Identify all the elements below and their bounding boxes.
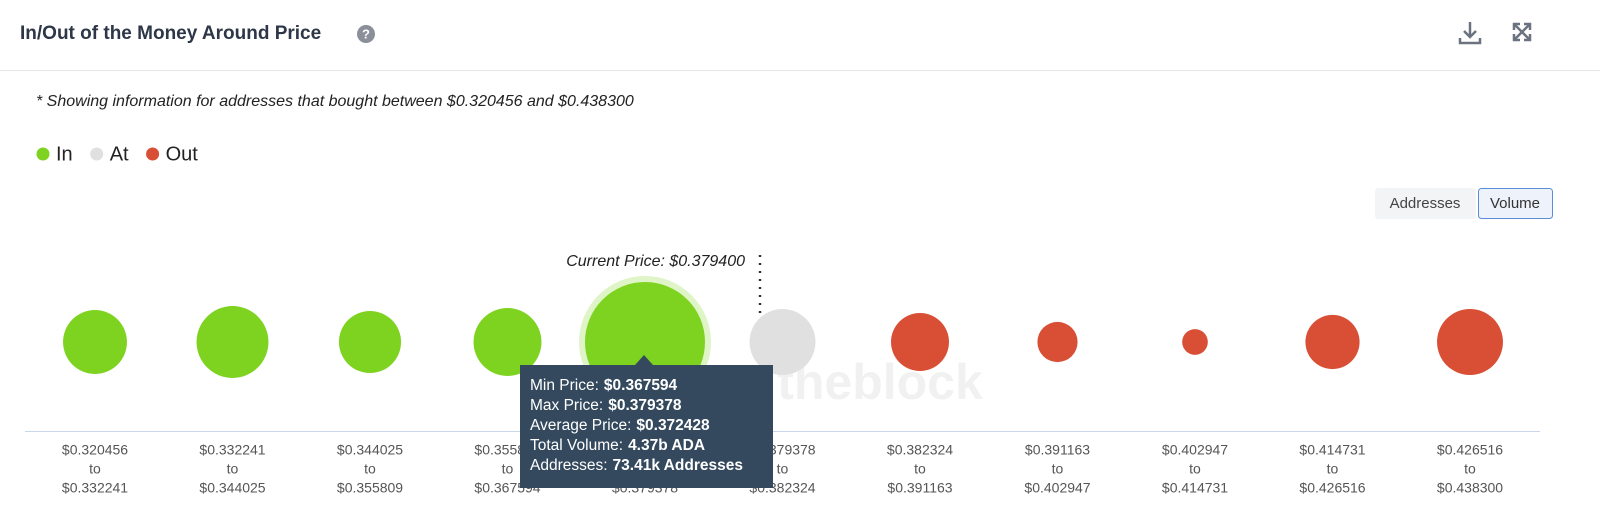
header-title: In/Out of the Money Around Price — [20, 23, 321, 44]
x-tick-label: $0.382324 — [887, 442, 953, 458]
current-price-label: Current Price: $0.379400 — [566, 253, 745, 270]
x-tick-label: to — [364, 461, 376, 477]
tooltip-row: Max Price: $0.379378 — [530, 397, 682, 414]
legend-marker — [90, 147, 104, 161]
bubble — [338, 310, 402, 374]
toggle-button-active[interactable] — [1478, 188, 1553, 219]
x-tick-label: $0.414731 — [1162, 480, 1228, 496]
bubble — [473, 308, 542, 376]
note: * Showing information for addresses that… — [36, 93, 634, 110]
legend-marker — [36, 147, 50, 161]
x-tick-label: $0.391163 — [887, 480, 952, 496]
bubble — [1037, 321, 1078, 363]
x-tick-label: to — [1189, 461, 1201, 477]
tooltip-value: 73.41k Addresses — [613, 457, 743, 474]
tooltip-label: Addresses: — [530, 457, 608, 474]
x-tick-label: $0.426516 — [1437, 442, 1503, 458]
watermark: theblock — [777, 354, 983, 410]
x-tick-label: $0.344025 — [199, 480, 265, 496]
x-tick-label: $0.438300 — [1437, 480, 1503, 496]
tooltip-row: Min Price: $0.367594 — [530, 377, 678, 394]
x-tick-label: to — [914, 461, 926, 477]
tooltip-label: Average Price: — [530, 417, 631, 434]
tooltip-label: Min Price: — [530, 377, 599, 394]
toggle-label[interactable]: Volume — [1490, 195, 1540, 212]
legend-label: Out — [166, 143, 199, 165]
x-tick-label: $0.402947 — [1162, 442, 1228, 458]
x-tick-label: to — [227, 461, 239, 477]
bubble — [749, 309, 816, 375]
x-tick-label: $0.414731 — [1299, 442, 1365, 458]
help-icon[interactable]: ? — [357, 25, 375, 43]
bubble — [63, 310, 127, 374]
x-tick-label: $0.332241 — [62, 480, 128, 496]
x-tick-label: $0.320456 — [62, 442, 128, 458]
tooltip-value: $0.379378 — [608, 397, 682, 414]
svg-text:?: ? — [362, 26, 370, 41]
legend-label: In — [56, 143, 73, 165]
x-tick-label: $0.355809 — [337, 480, 403, 496]
x-tick-label: to — [502, 461, 514, 477]
tooltip-box — [520, 355, 773, 488]
x-tick-label: $0.344025 — [337, 442, 403, 458]
tooltip-value: $0.367594 — [604, 377, 678, 394]
x-tick-label: $0.391163 — [1025, 442, 1090, 458]
bubble — [196, 306, 269, 378]
x-tick-label: to — [1464, 461, 1476, 477]
x-tick-label: to — [1052, 461, 1064, 477]
bubble — [891, 313, 949, 371]
bubble — [1182, 329, 1208, 355]
tooltip-value: $0.372428 — [636, 417, 710, 434]
tooltip-row: Average Price: $0.372428 — [530, 417, 710, 434]
tooltip-label: Max Price: — [530, 397, 603, 414]
x-tick-label: $0.332241 — [199, 442, 265, 458]
x-tick-label: $0.402947 — [1024, 480, 1090, 496]
tooltip-row: Addresses: 73.41k Addresses — [530, 457, 743, 474]
x-tick-label: to — [89, 461, 101, 477]
bubble — [1305, 314, 1360, 370]
x-tick-label: to — [777, 461, 789, 477]
tooltip-row: Total Volume: 4.37b ADA — [530, 437, 705, 454]
legend-marker — [146, 147, 160, 161]
bubble — [1437, 309, 1503, 375]
tooltip-label: Total Volume: — [530, 437, 623, 454]
download-icon[interactable] — [1458, 22, 1482, 45]
legend-label: At — [110, 143, 129, 165]
toggle: Addresses Volume — [1375, 188, 1553, 219]
x-tick-label: to — [1327, 461, 1339, 477]
tooltip-value: 4.37b ADA — [628, 437, 705, 454]
x-tick-label: $0.426516 — [1299, 480, 1365, 496]
toggle-button[interactable] — [1375, 188, 1476, 219]
toggle-label[interactable]: Addresses — [1390, 195, 1461, 212]
expand-icon[interactable] — [1512, 22, 1532, 42]
